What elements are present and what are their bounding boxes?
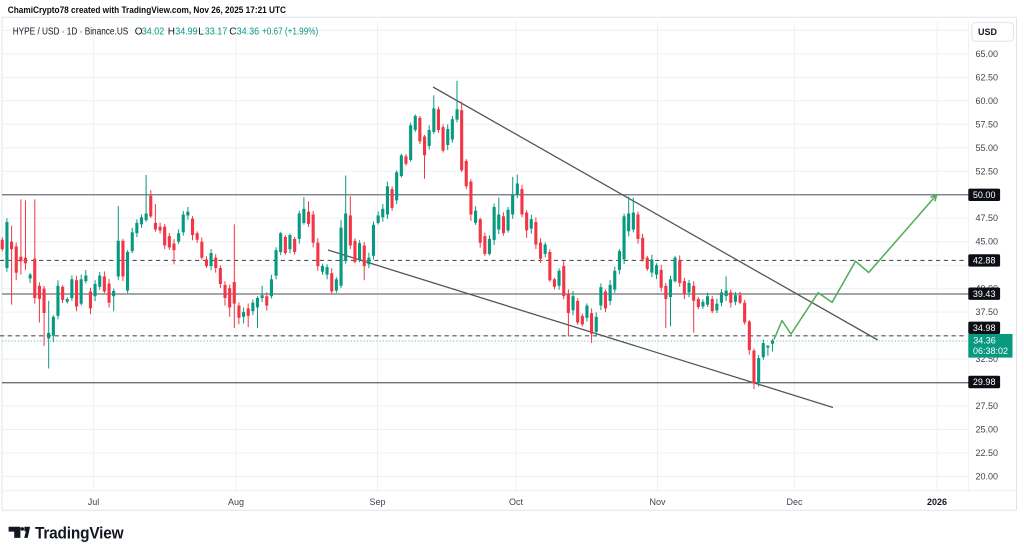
svg-text:37.50: 37.50 bbox=[976, 307, 999, 317]
svg-text:57.50: 57.50 bbox=[976, 119, 999, 129]
svg-text:+0.67 (+1.99%): +0.67 (+1.99%) bbox=[262, 26, 318, 37]
svg-text:34.02: 34.02 bbox=[142, 26, 165, 37]
svg-text:34.36: 34.36 bbox=[237, 26, 260, 37]
svg-text:34.36: 34.36 bbox=[973, 335, 996, 345]
svg-text:Aug: Aug bbox=[228, 497, 244, 507]
svg-text:Jul: Jul bbox=[88, 497, 100, 507]
svg-text:TradingView: TradingView bbox=[35, 525, 124, 543]
svg-text:50.00: 50.00 bbox=[973, 190, 996, 200]
svg-text:60.00: 60.00 bbox=[976, 96, 999, 106]
svg-text:32.50: 32.50 bbox=[976, 354, 999, 364]
svg-text:34.99: 34.99 bbox=[175, 26, 198, 37]
svg-text:HYPE / USD · 1D · Binance.US: HYPE / USD · 1D · Binance.US bbox=[13, 26, 129, 37]
svg-text:34.98: 34.98 bbox=[973, 323, 996, 333]
svg-text:42.88: 42.88 bbox=[973, 256, 996, 266]
svg-text:Oct: Oct bbox=[509, 497, 524, 507]
svg-text:39.43: 39.43 bbox=[973, 289, 996, 299]
svg-text:52.50: 52.50 bbox=[976, 166, 999, 176]
svg-text:62.50: 62.50 bbox=[976, 72, 999, 82]
svg-text:USD: USD bbox=[978, 27, 998, 37]
svg-text:45.00: 45.00 bbox=[976, 237, 999, 247]
svg-text:33.17: 33.17 bbox=[205, 26, 228, 37]
svg-text:O: O bbox=[135, 26, 143, 37]
svg-text:27.50: 27.50 bbox=[976, 401, 999, 411]
svg-text:06:38:02: 06:38:02 bbox=[973, 346, 1008, 356]
svg-text:29.98: 29.98 bbox=[973, 377, 996, 387]
svg-text:ChamiCrypto78 created with Tra: ChamiCrypto78 created with TradingView.c… bbox=[8, 5, 286, 15]
svg-text:Dec: Dec bbox=[786, 497, 803, 507]
svg-text:2026: 2026 bbox=[927, 497, 947, 507]
svg-text:20.00: 20.00 bbox=[976, 471, 999, 481]
svg-text:Sep: Sep bbox=[369, 497, 385, 507]
svg-text:C: C bbox=[229, 26, 236, 37]
svg-text:L: L bbox=[198, 26, 204, 37]
svg-text:22.50: 22.50 bbox=[976, 448, 999, 458]
svg-text:47.50: 47.50 bbox=[976, 213, 999, 223]
svg-text:55.00: 55.00 bbox=[976, 143, 999, 153]
svg-text:25.00: 25.00 bbox=[976, 425, 999, 435]
svg-text:Nov: Nov bbox=[649, 497, 666, 507]
svg-text:H: H bbox=[168, 26, 175, 37]
svg-text:65.00: 65.00 bbox=[976, 49, 999, 59]
